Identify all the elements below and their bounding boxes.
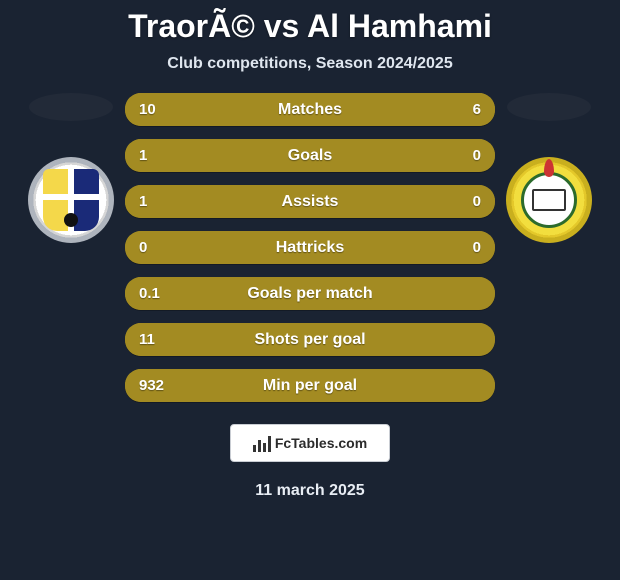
subtitle: Club competitions, Season 2024/2025 bbox=[167, 55, 452, 73]
stat-row: 10Matches6 bbox=[125, 93, 495, 126]
date-label: 11 march 2025 bbox=[255, 482, 364, 500]
stat-value-left: 0 bbox=[125, 239, 161, 256]
stat-value-left: 11 bbox=[125, 331, 169, 348]
stat-value-right: 0 bbox=[459, 193, 495, 210]
stat-value-left: 932 bbox=[125, 377, 178, 394]
team-crest-left bbox=[28, 157, 114, 243]
title: TraorÃ© vs Al Hamhami bbox=[128, 8, 492, 45]
source-logo-text: FcTables.com bbox=[275, 435, 367, 451]
stat-row: 11Shots per goal bbox=[125, 323, 495, 356]
shield-icon bbox=[43, 169, 99, 231]
stat-row: 932Min per goal bbox=[125, 369, 495, 402]
bars-icon bbox=[253, 434, 271, 452]
stat-value-left: 10 bbox=[125, 101, 170, 118]
source-logo: FcTables.com bbox=[230, 424, 390, 462]
stat-value-right: 0 bbox=[459, 239, 495, 256]
infographic-root: TraorÃ© vs Al Hamhami Club competitions,… bbox=[0, 0, 620, 580]
crest-inner-icon bbox=[521, 172, 577, 228]
team-crest-right bbox=[506, 157, 592, 243]
stat-row: 0.1Goals per match bbox=[125, 277, 495, 310]
stat-row: 0Hattricks0 bbox=[125, 231, 495, 264]
stat-value-left: 0.1 bbox=[125, 285, 174, 302]
stat-value-right: 6 bbox=[459, 101, 495, 118]
chart-area: 10Matches6 1Goals0 1Assists0 0Hattricks0 0.1… bbox=[0, 93, 620, 402]
stat-value-right: 0 bbox=[459, 147, 495, 164]
right-side bbox=[499, 93, 599, 243]
shadow-ellipse-right bbox=[507, 93, 591, 121]
shadow-ellipse-left bbox=[29, 93, 113, 121]
stat-value-left: 1 bbox=[125, 193, 161, 210]
stat-value-left: 1 bbox=[125, 147, 161, 164]
stat-bars: 10Matches6 1Goals0 1Assists0 0Hattricks0 0.1… bbox=[125, 93, 495, 402]
left-side bbox=[21, 93, 121, 243]
stat-row: 1Goals0 bbox=[125, 139, 495, 172]
stat-row: 1Assists0 bbox=[125, 185, 495, 218]
